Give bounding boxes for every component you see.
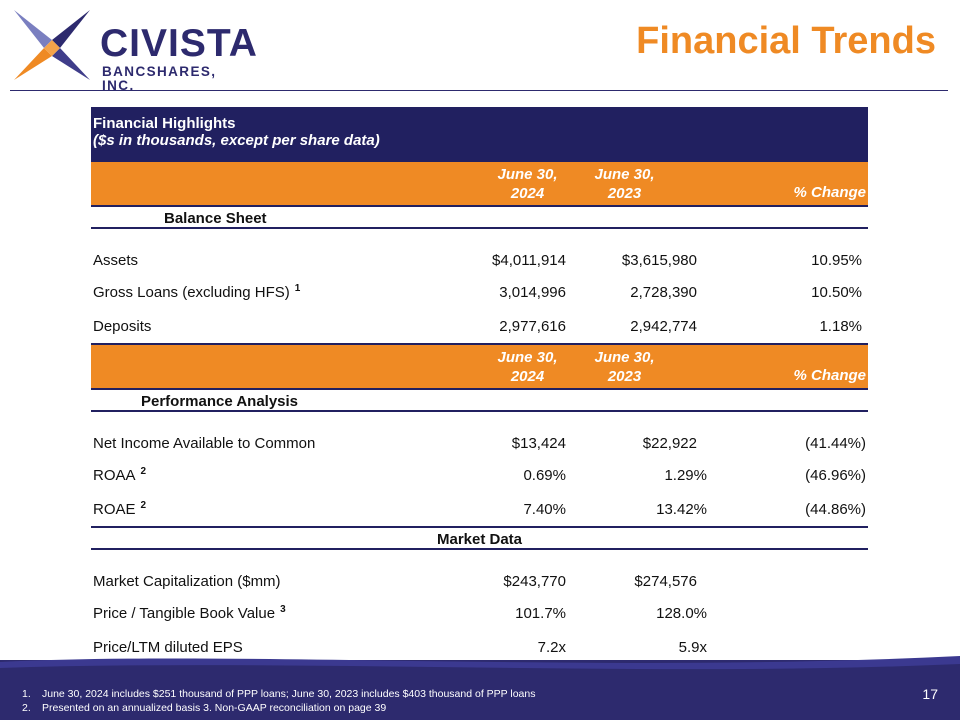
col-header-2023: June 30, 2023 (566, 160, 711, 206)
logo-wordmark: CIVISTA (100, 22, 258, 65)
footnote-ref: 1 (294, 283, 301, 294)
section-heading: Market Data (91, 526, 869, 550)
row-label: Price / Tangible Book Value 3 (93, 604, 286, 622)
value-2024: 7.40% (523, 500, 566, 518)
col-header-2024: June 30, 2024 (461, 160, 566, 206)
table-row: ROAE 2 7.40% 13.42% (44.86%) (91, 492, 868, 527)
row-label: Assets (93, 252, 139, 269)
value-change: 1.18% (819, 317, 863, 335)
col-header-2024: June 30, 2024 (461, 343, 566, 389)
value-change: 10.95% (811, 252, 863, 269)
value-2023: $22,922 (642, 435, 697, 452)
row-label: Deposits (93, 317, 152, 335)
civista-star-logo-icon (14, 10, 90, 80)
table-row: ROAA 2 0.69% 1.29% (46.96%) (91, 458, 868, 492)
value-2023: $3,615,980 (621, 252, 697, 269)
section-heading: Balance Sheet (91, 205, 869, 229)
value-2023: $274,576 (634, 573, 697, 590)
value-change: 10.50% (811, 283, 863, 301)
financial-highlights-table: Financial Highlights ($s in thousands, e… (91, 107, 869, 666)
logo-subtitle: BANCSHARES, INC. (102, 64, 217, 93)
value-change: (41.44%) (805, 435, 867, 452)
value-2023: 2,942,774 (630, 317, 697, 335)
value-change: (46.96%) (805, 466, 867, 484)
row-label: Gross Loans (excluding HFS) 1 (93, 283, 301, 301)
value-2023: 13.42% (656, 500, 707, 518)
section-balance-sheet: Balance Sheet (91, 205, 869, 229)
footnote-ref: 2 (140, 500, 147, 511)
page-number: 17 (922, 686, 938, 702)
table-row: Price / Tangible Book Value 3 101.7% 128.… (91, 596, 868, 630)
value-2024: $243,770 (503, 573, 566, 590)
section-performance-analysis: Performance Analysis (91, 388, 869, 412)
company-logo: CIVISTA BANCSHARES, INC. (14, 10, 257, 92)
table-row: Assets $4,011,914 $3,615,980 10.95% (91, 228, 868, 275)
column-header-row: June 30, 2024 June 30, 2023 % Change (91, 343, 869, 389)
value-2023: 128.0% (656, 604, 707, 622)
table-row: Net Income Available to Common $13,424 $… (91, 411, 868, 458)
footnote-ref: 2 (140, 466, 147, 477)
row-label: Market Capitalization ($mm) (93, 573, 281, 590)
col-header-change: % Change (711, 160, 869, 206)
section-market-data: Market Data (91, 526, 869, 550)
value-2024: 2,977,616 (499, 317, 566, 335)
row-label: ROAA 2 (93, 466, 147, 484)
value-change: (44.86%) (805, 500, 867, 518)
value-2023: 2,728,390 (630, 283, 697, 301)
col-header-change: % Change (711, 343, 869, 389)
section-heading: Performance Analysis (91, 388, 869, 412)
value-2024: $4,011,914 (492, 252, 566, 269)
page-title: Financial Trends (636, 20, 936, 62)
footnote: 1. June 30, 2024 includes $251 thousand … (22, 688, 536, 700)
col-header-2023: June 30, 2023 (566, 343, 711, 389)
value-2024: 101.7% (515, 604, 566, 622)
footnote-ref: 3 (280, 604, 286, 615)
value-2024: 0.69% (523, 466, 566, 484)
value-2024: $13,424 (511, 435, 566, 452)
header-divider (10, 90, 948, 91)
row-label: Net Income Available to Common (93, 435, 316, 452)
table-row: Gross Loans (excluding HFS) 1 3,014,996 2… (91, 275, 868, 309)
value-2024: 3,014,996 (499, 283, 566, 301)
table-row: Market Capitalization ($mm) $243,770 $27… (91, 549, 868, 596)
footer-wave-decoration (0, 656, 960, 678)
table-title: Financial Highlights (91, 107, 869, 132)
column-header-row: June 30, 2024 June 30, 2023 % Change (91, 160, 869, 206)
table-row: Deposits 2,977,616 2,942,774 1.18% (91, 309, 868, 344)
table-title-row: Financial Highlights (91, 107, 869, 132)
value-2023: 1.29% (664, 466, 707, 484)
row-label: ROAE 2 (93, 500, 147, 518)
footnotes: 1. June 30, 2024 includes $251 thousand … (22, 688, 536, 715)
footnote: 2. Presented on an annualized basis 3. N… (22, 701, 387, 714)
table-subtitle-row: ($s in thousands, except per share data) (91, 132, 869, 161)
table-subtitle: ($s in thousands, except per share data) (91, 132, 869, 161)
